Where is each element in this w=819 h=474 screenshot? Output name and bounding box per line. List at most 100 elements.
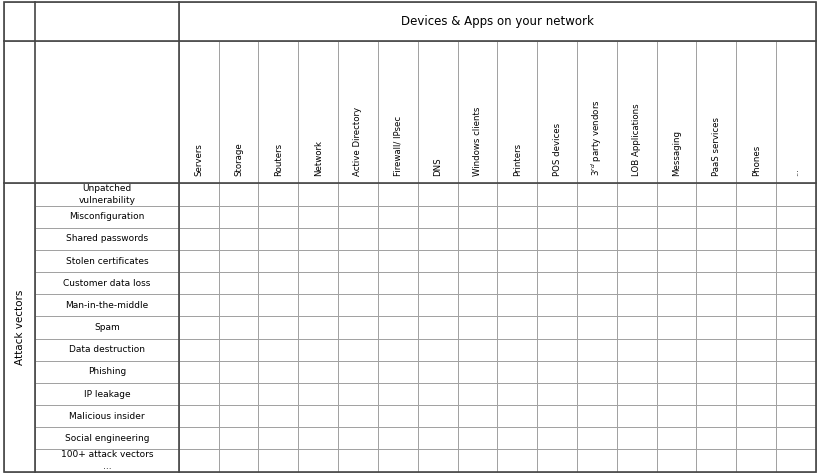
Bar (179, 383, 219, 405)
Bar (179, 228, 219, 250)
Bar (577, 294, 616, 317)
Bar (735, 183, 775, 206)
Bar (536, 228, 577, 250)
Bar (577, 405, 616, 427)
Bar (417, 338, 457, 361)
Bar (536, 449, 577, 472)
Bar (656, 228, 695, 250)
Bar (179, 183, 219, 206)
Bar (337, 338, 378, 361)
Bar (35, 250, 179, 272)
Bar (378, 272, 417, 294)
Bar (695, 383, 735, 405)
Bar (616, 338, 656, 361)
Bar (775, 338, 815, 361)
Bar (656, 317, 695, 338)
Bar (35, 405, 179, 427)
Bar (337, 427, 378, 449)
Bar (656, 338, 695, 361)
Text: Stolen certificates: Stolen certificates (66, 256, 148, 265)
Bar (258, 250, 298, 272)
Bar (735, 338, 775, 361)
Bar (695, 206, 735, 228)
Bar (35, 338, 179, 361)
Bar (536, 317, 577, 338)
Bar (735, 405, 775, 427)
Bar (35, 427, 179, 449)
Bar (496, 206, 536, 228)
Bar (337, 183, 378, 206)
Text: Customer data loss: Customer data loss (63, 279, 151, 288)
Bar (496, 250, 536, 272)
Bar (536, 206, 577, 228)
Bar (179, 449, 219, 472)
Bar (337, 294, 378, 317)
Bar (378, 405, 417, 427)
Bar (577, 183, 616, 206)
Bar (457, 41, 496, 183)
Bar (337, 272, 378, 294)
Bar (496, 427, 536, 449)
Bar (378, 294, 417, 317)
Bar (616, 206, 656, 228)
Bar (616, 427, 656, 449)
Bar (735, 250, 775, 272)
Bar (496, 449, 536, 472)
Bar (337, 361, 378, 383)
Text: 100+ attack vectors
...: 100+ attack vectors ... (61, 450, 153, 471)
Bar (378, 383, 417, 405)
Bar (656, 41, 695, 183)
Bar (656, 427, 695, 449)
Text: Phishing: Phishing (88, 367, 126, 376)
Bar (417, 250, 457, 272)
Bar (577, 383, 616, 405)
Bar (179, 2, 815, 41)
Bar (378, 427, 417, 449)
Bar (775, 383, 815, 405)
Bar (219, 317, 258, 338)
Text: Attack vectors: Attack vectors (15, 290, 25, 365)
Bar (337, 317, 378, 338)
Text: Shared passwords: Shared passwords (66, 234, 148, 243)
Bar (337, 250, 378, 272)
Bar (378, 206, 417, 228)
Text: Man-in-the-middle: Man-in-the-middle (66, 301, 148, 310)
Bar (735, 449, 775, 472)
Bar (258, 383, 298, 405)
Bar (378, 338, 417, 361)
Bar (258, 41, 298, 183)
Bar (219, 228, 258, 250)
Bar (457, 272, 496, 294)
Bar (258, 338, 298, 361)
Text: Active Directory: Active Directory (353, 107, 362, 176)
Bar (536, 338, 577, 361)
Text: Devices & Apps on your network: Devices & Apps on your network (400, 15, 593, 28)
Bar (179, 272, 219, 294)
Bar (775, 449, 815, 472)
Bar (378, 317, 417, 338)
Bar (179, 317, 219, 338)
Bar (656, 405, 695, 427)
Text: Firewall/ IPsec: Firewall/ IPsec (393, 116, 402, 176)
Bar (298, 449, 337, 472)
Text: Storage: Storage (233, 143, 242, 176)
Bar (258, 183, 298, 206)
Bar (536, 405, 577, 427)
Bar (536, 250, 577, 272)
Bar (457, 361, 496, 383)
Bar (298, 206, 337, 228)
Bar (179, 361, 219, 383)
Bar (457, 228, 496, 250)
Bar (735, 206, 775, 228)
Bar (735, 41, 775, 183)
Bar (695, 41, 735, 183)
Bar (298, 317, 337, 338)
Bar (656, 449, 695, 472)
Text: 3$^{rd}$ party vendors: 3$^{rd}$ party vendors (589, 100, 604, 176)
Bar (735, 383, 775, 405)
Bar (219, 361, 258, 383)
Bar (4, 2, 179, 41)
Text: ...: ... (790, 168, 799, 176)
Bar (298, 41, 337, 183)
Bar (219, 206, 258, 228)
